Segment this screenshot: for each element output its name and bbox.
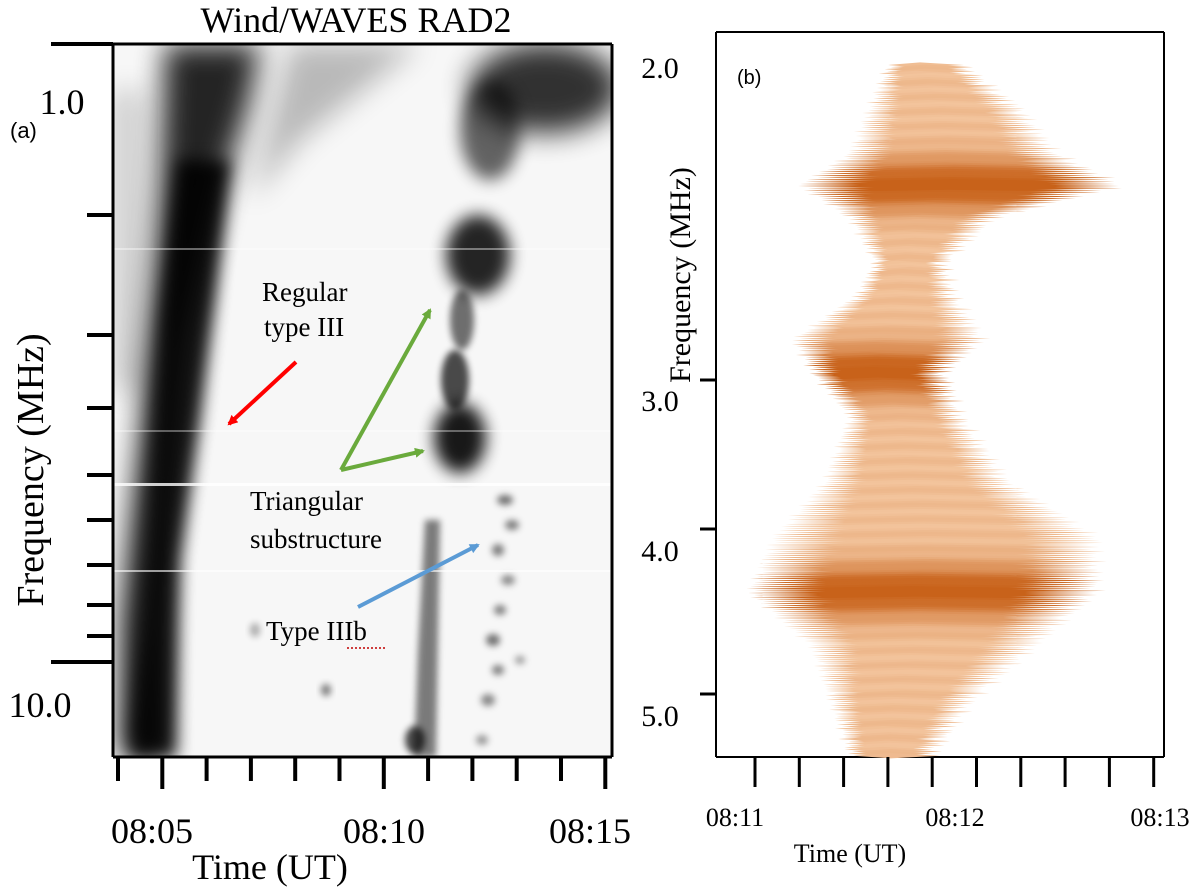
annotation-type-iiib: Type IIIb — [266, 543, 480, 649]
regular-type-iii-core — [130, 160, 230, 757]
panel-b-ylabel: Frequency (MHz) — [664, 167, 697, 383]
panel-a-title: Wind/WAVES RAD2 — [201, 0, 512, 40]
annotation-type-iiib-label: Type IIIb — [266, 616, 367, 646]
panel-b-xlabel: Time (UT) — [794, 839, 906, 868]
panel-b-y-tick-label-3: 3.0 — [641, 385, 679, 418]
spectrogram — [113, 44, 612, 757]
panel-b-y-ticks — [700, 378, 716, 696]
panel-b-x-tick-label-0812: 08:12 — [925, 803, 984, 832]
annotation-triangular-line1: Triangular — [250, 486, 363, 516]
panel-b-spectrum — [746, 62, 1122, 759]
panel-b-y-tick-label-2: 2.0 — [641, 52, 679, 85]
panel-b-y-tick-label-4: 4.0 — [641, 535, 679, 568]
annotation-triangular-substructure: Triangular substructure — [250, 308, 432, 554]
panel-b: (b) Frequency (MHz) 2.0 3.0 4.0 5.0 08:1… — [641, 31, 1190, 868]
annotation-regular-type-iii-line2: type III — [264, 312, 344, 342]
triangular-substructure-lower — [434, 403, 486, 473]
panel-a-x-tick-label-0815: 08:15 — [549, 811, 631, 851]
panel-b-y-tick-label-5: 5.0 — [641, 700, 679, 733]
annotation-regular-type-iii-line1: Regular — [262, 277, 347, 307]
panel-b-x-ticks — [753, 757, 1156, 787]
panel-a-y-ticks — [51, 42, 113, 664]
green-arrow-lower — [340, 447, 425, 472]
blue-arrow — [357, 543, 480, 609]
panel-b-label: (b) — [737, 67, 761, 89]
panel-a-x-tick-label-0810: 08:10 — [343, 811, 425, 851]
annotation-regular-type-iii: Regular type III — [227, 277, 347, 426]
panel-a: Wind/WAVES RAD2 — [9, 0, 632, 887]
panel-b-x-tick-label-0813: 08:13 — [1130, 803, 1189, 832]
panel-a-x-tick-label-0805: 08:05 — [111, 811, 193, 851]
spectrum-stria — [853, 753, 940, 759]
panel-a-xlabel: Time (UT) — [192, 847, 348, 887]
triangular-substructure-upper — [446, 215, 510, 295]
panel-a-y-tick-label-1: 1.0 — [40, 82, 85, 122]
panel-a-ylabel: Frequency (MHz) — [10, 333, 52, 606]
panel-b-x-tick-label-0811: 08:11 — [706, 803, 764, 832]
panel-a-label: (a) — [10, 118, 37, 143]
green-arrow-upper — [339, 308, 432, 471]
panel-a-y-tick-label-10: 10.0 — [9, 685, 72, 725]
red-arrow — [227, 360, 298, 426]
panel-a-x-ticks — [116, 757, 608, 789]
annotation-triangular-line2: substructure — [250, 524, 382, 554]
type-iiib-striae — [476, 495, 525, 745]
